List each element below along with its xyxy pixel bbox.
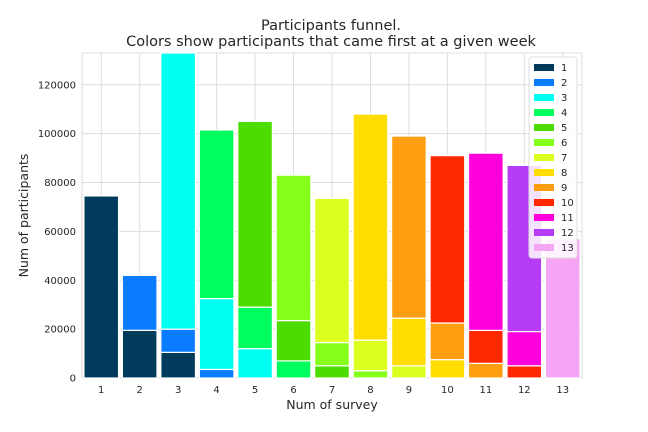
x-tick-label: 3 bbox=[175, 385, 181, 396]
bar-segment-week-2-survey-3 bbox=[160, 328, 197, 353]
bar-segment-week-11-survey-12 bbox=[506, 330, 543, 367]
bar-segment-week-7-survey-9 bbox=[391, 365, 427, 379]
y-axis-ticks: 0 20000 40000 60000 80000 100000 120000 bbox=[38, 80, 76, 384]
x-tick-label: 12 bbox=[518, 385, 531, 396]
bar-segment-week-9-survey-9 bbox=[391, 135, 427, 319]
legend-swatch bbox=[534, 124, 554, 131]
y-tick-label: 60000 bbox=[44, 227, 76, 238]
bar-segment-week-3-survey-4 bbox=[198, 297, 235, 371]
legend-swatch bbox=[534, 94, 554, 101]
bar-segment-week-9-survey-11 bbox=[467, 362, 504, 379]
bar-segment-week-4-survey-4 bbox=[198, 129, 235, 300]
legend-swatch bbox=[534, 244, 554, 251]
legend-label: 6 bbox=[561, 138, 567, 149]
legend-label: 2 bbox=[561, 78, 567, 89]
x-tick-label: 6 bbox=[290, 385, 296, 396]
legend-label: 9 bbox=[561, 183, 567, 194]
legend-label: 3 bbox=[561, 93, 567, 104]
legend-label: 11 bbox=[561, 213, 574, 224]
x-axis-ticks: 1 2 3 4 5 6 7 8 9 10 11 12 13 bbox=[98, 385, 569, 396]
legend-label: 13 bbox=[561, 243, 574, 254]
x-tick-label: 5 bbox=[252, 385, 258, 396]
bar-segment-week-6-survey-8 bbox=[352, 370, 389, 379]
y-tick-label: 100000 bbox=[38, 129, 76, 140]
legend-swatch bbox=[534, 79, 554, 86]
bars bbox=[83, 52, 581, 379]
bar-segment-week-7-survey-8 bbox=[352, 339, 389, 372]
legend-label: 8 bbox=[561, 168, 567, 179]
bar-segment-week-10-survey-11 bbox=[467, 329, 504, 364]
legend-swatch bbox=[534, 214, 554, 221]
bar-segment-week-6-survey-7 bbox=[314, 341, 350, 367]
legend-swatch bbox=[534, 169, 554, 176]
bar-segment-week-10-survey-10 bbox=[429, 155, 466, 324]
chart-title-line-2: Colors show participants that came first… bbox=[126, 34, 536, 50]
bar-segment-week-5-survey-6 bbox=[275, 319, 312, 362]
x-tick-label: 11 bbox=[479, 385, 492, 396]
legend-label: 1 bbox=[561, 63, 567, 74]
legend-label: 4 bbox=[561, 108, 567, 119]
bar-segment-week-3-survey-3 bbox=[160, 52, 197, 330]
legend-label: 10 bbox=[561, 198, 574, 209]
legend-swatch bbox=[534, 229, 554, 236]
bar-segment-week-2-survey-2 bbox=[121, 274, 158, 331]
bar-segment-week-8-survey-8 bbox=[352, 113, 389, 341]
bar-segment-week-10-survey-12 bbox=[506, 365, 543, 379]
x-tick-label: 2 bbox=[137, 385, 143, 396]
y-axis-label: Num of participants bbox=[16, 154, 31, 278]
legend-label: 5 bbox=[561, 123, 567, 134]
bar-segment-week-9-survey-10 bbox=[429, 322, 466, 361]
bar-segment-week-1-survey-3 bbox=[160, 351, 197, 379]
x-tick-label: 1 bbox=[98, 385, 104, 396]
bar-segment-week-1-survey-1 bbox=[83, 195, 120, 379]
bar-segment-week-8-survey-10 bbox=[429, 359, 466, 379]
bar-segment-week-2-survey-4 bbox=[198, 368, 235, 379]
bar-segment-week-13-survey-13 bbox=[544, 238, 581, 379]
bar-segment-week-4-survey-6 bbox=[275, 360, 312, 379]
y-tick-label: 80000 bbox=[44, 178, 76, 189]
y-tick-label: 120000 bbox=[38, 80, 76, 91]
x-tick-label: 8 bbox=[367, 385, 373, 396]
bar-segment-week-6-survey-6 bbox=[275, 174, 312, 322]
x-axis-label: Num of survey bbox=[286, 397, 378, 412]
bar-segment-week-5-survey-5 bbox=[237, 120, 273, 308]
chart-title-line-1: Participants funnel. bbox=[261, 18, 401, 34]
chart-title: Participants funnel. Colors show partici… bbox=[126, 18, 536, 50]
bar-segment-week-5-survey-7 bbox=[314, 365, 350, 379]
x-tick-label: 9 bbox=[406, 385, 412, 396]
bar-segment-week-8-survey-9 bbox=[391, 317, 427, 367]
y-tick-label: 20000 bbox=[44, 325, 76, 336]
legend-swatch bbox=[534, 109, 554, 116]
x-tick-label: 7 bbox=[329, 385, 335, 396]
x-tick-label: 13 bbox=[556, 385, 569, 396]
bar-segment-week-11-survey-11 bbox=[467, 152, 504, 331]
legend-swatch bbox=[534, 139, 554, 146]
y-tick-label: 40000 bbox=[44, 276, 76, 287]
legend-swatch bbox=[534, 199, 554, 206]
legend-swatch bbox=[534, 64, 554, 71]
bar-segment-week-7-survey-7 bbox=[314, 197, 350, 344]
y-tick-label: 0 bbox=[70, 374, 76, 385]
x-tick-label: 10 bbox=[441, 385, 454, 396]
legend-swatch bbox=[534, 184, 554, 191]
legend-label: 12 bbox=[561, 228, 574, 239]
bar-segment-week-4-survey-5 bbox=[237, 306, 273, 350]
legend-label: 7 bbox=[561, 153, 567, 164]
bar-segment-week-1-survey-2 bbox=[121, 329, 158, 379]
legend-swatch bbox=[534, 154, 554, 161]
x-tick-label: 4 bbox=[213, 385, 219, 396]
bar-segment-week-3-survey-5 bbox=[237, 348, 273, 379]
